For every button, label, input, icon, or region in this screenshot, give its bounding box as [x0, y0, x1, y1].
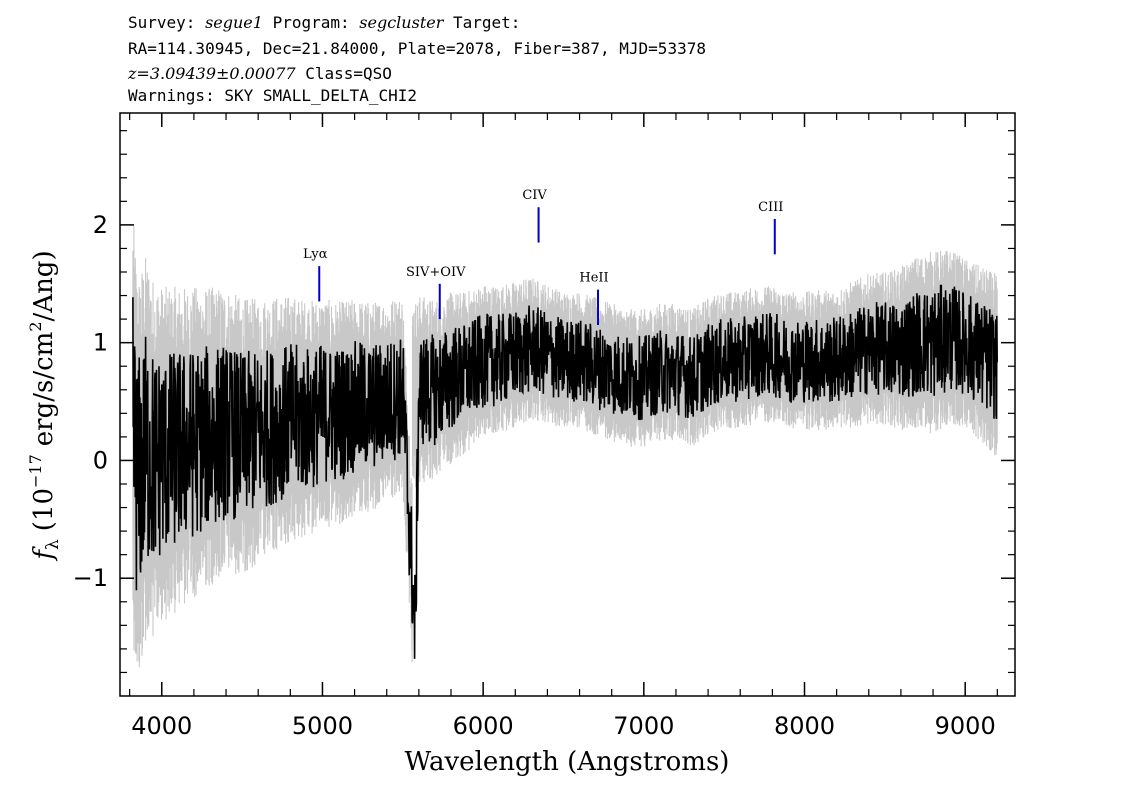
survey-label: Survey: [128, 13, 196, 32]
program-label: Program: [272, 13, 350, 32]
target-label: Target: [453, 13, 521, 32]
emission-line-label: CIII [758, 200, 783, 215]
x-tick-label: 5000 [292, 712, 353, 740]
y-tick-label: 0 [93, 446, 108, 474]
emission-line-label: SIV+OIV [406, 265, 466, 280]
class-value: Class=QSO [305, 64, 392, 83]
y-label-sq: 2 [26, 321, 45, 331]
x-tick-label: 6000 [453, 712, 514, 740]
y-label-units: erg/s/cm [29, 332, 59, 447]
error-band-layer [132, 225, 998, 668]
y-label-end: /Ang) [29, 250, 59, 321]
x-axis-ticks: 4000 5000 6000 7000 8000 9000 [129, 113, 998, 740]
emission-line-marker: Lyα [303, 247, 328, 302]
emission-line-markers: Lyα SIV+OIV CIV HeII CIII [303, 188, 783, 325]
emission-line-marker: CIV [522, 188, 547, 243]
error-band [132, 225, 998, 668]
flux-layer [132, 284, 998, 659]
x-tick-label: 9000 [935, 712, 996, 740]
y-axis-label: fλ(10−17erg/s/cm2/Ang) [26, 250, 63, 561]
y-label-exp: −17 [26, 454, 45, 488]
x-tick-label: 7000 [613, 712, 674, 740]
emission-line-marker: SIV+OIV [406, 265, 466, 320]
survey-value: segue1 [205, 13, 263, 32]
y-tick-label: −1 [73, 564, 108, 592]
y-label-mid: (10 [29, 488, 59, 531]
y-tick-label: 1 [93, 329, 108, 357]
header-line-2: RA=114.30945, Dec=21.84000, Plate=2078, … [128, 39, 706, 58]
x-axis-label: Wavelength (Angstroms) [405, 747, 730, 777]
emission-line-label: CIV [522, 188, 547, 203]
header-line-1: Survey: segue1 Program: segcluster Targe… [128, 13, 520, 33]
emission-line-marker: HeII [579, 271, 609, 325]
program-value: segcluster [359, 13, 444, 32]
emission-line-marker: CIII [758, 200, 783, 255]
x-tick-label: 4000 [131, 712, 192, 740]
plot-frame [119, 112, 1016, 697]
y-tick-label: 2 [93, 211, 108, 239]
emission-line-label: Lyα [303, 247, 328, 262]
y-label-sub: λ [43, 539, 63, 550]
header-warnings: Warnings: SKY SMALL_DELTA_CHI2 [128, 86, 417, 105]
flux-line [132, 284, 998, 659]
emission-line-label: HeII [579, 271, 608, 286]
header-line-3: z=3.09439±0.00077 Class=QSO [128, 64, 392, 84]
x-tick-label: 8000 [774, 712, 835, 740]
redshift-value: z=3.09439±0.00077 [128, 64, 296, 83]
y-axis-ticks: −1 0 1 2 [73, 130, 1015, 674]
